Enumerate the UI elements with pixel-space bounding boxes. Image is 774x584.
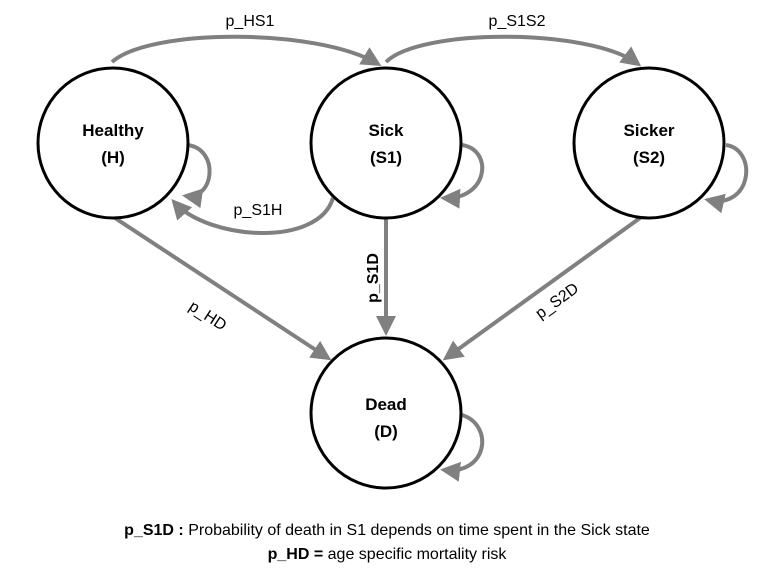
self-loop-sick [440, 143, 485, 209]
edge-label-p-s1h: p_S1H [234, 202, 283, 219]
edge-label-p-hd: p_HD [186, 298, 230, 335]
edge-healthy-to-sick [110, 34, 382, 67]
state-name: Sick [369, 121, 405, 140]
self-loop-sicker [704, 143, 749, 214]
state-node-sicker: Sicker (S2) [572, 66, 726, 220]
edge-label-p-hs1: p_HS1 [226, 13, 275, 30]
footnote-text: Probability of death in S1 depends on ti… [183, 522, 650, 539]
state-code: (H) [101, 148, 125, 167]
edge-sicker-to-dead [442, 216, 642, 361]
state-code: (D) [374, 422, 398, 441]
footnote-term: p_S1D : [124, 522, 184, 539]
state-node-sick: Sick (S1) [309, 66, 463, 220]
footnote-p-hd: p_HD = age specific mortality risk [0, 546, 774, 564]
self-loop-dead [440, 413, 485, 482]
state-name: Dead [365, 395, 407, 414]
state-code: (S1) [370, 148, 402, 167]
edge-label-p-s1d: p_S1D [365, 253, 382, 303]
state-name: Healthy [82, 121, 144, 140]
state-node-dead: Dead (D) [309, 336, 463, 490]
edge-label-p-s1s2: p_S1S2 [489, 13, 546, 30]
edge-sick-to-healthy [171, 197, 335, 235]
footnote-p-s1d: p_S1D : Probability of death in S1 depen… [0, 522, 774, 540]
edge-label-p-s2d: p_S2D [533, 280, 583, 323]
state-name: Sicker [623, 121, 674, 140]
footnote-text: age specific mortality risk [323, 546, 507, 563]
state-node-healthy: Healthy (H) [36, 66, 190, 220]
footnote-term: p_HD = [267, 546, 324, 563]
self-loop-healthy [182, 143, 212, 209]
transition-edges [110, 34, 749, 482]
edge-healthy-to-dead [113, 216, 332, 361]
state-code: (S2) [633, 148, 665, 167]
edge-sick-to-sicker [384, 34, 642, 67]
